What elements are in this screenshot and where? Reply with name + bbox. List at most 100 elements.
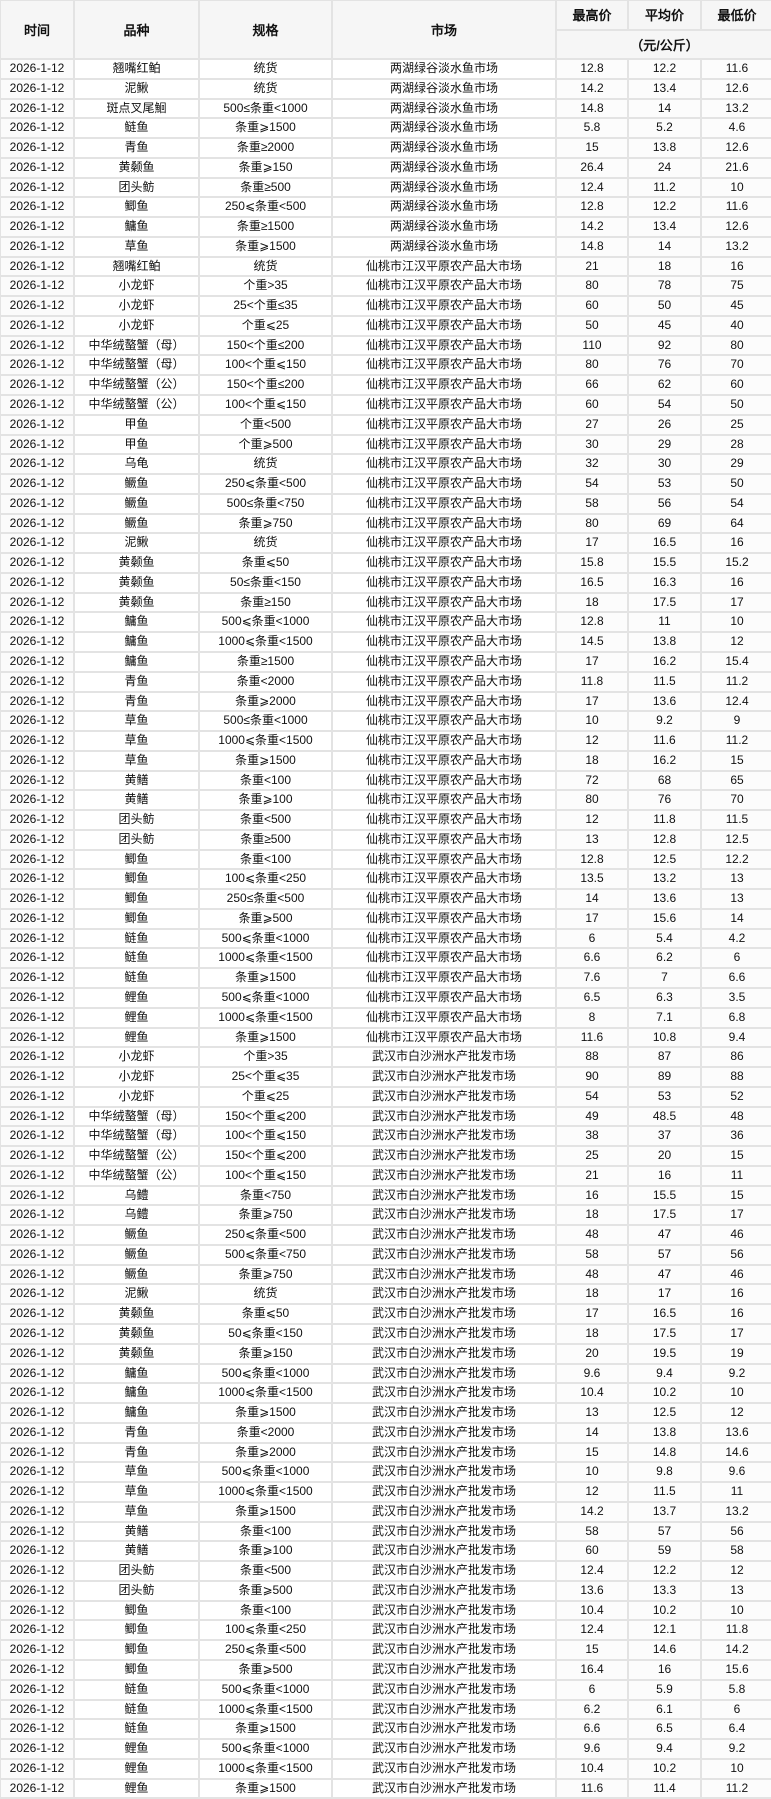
cell-avg-price: 18 — [629, 257, 700, 276]
cell-high-price: 12.4 — [557, 1562, 627, 1580]
cell-variety: 鳙鱼 — [75, 652, 198, 671]
cell-low-price: 21.6 — [702, 158, 771, 177]
cell-market: 两湖绿谷淡水鱼市场 — [333, 198, 555, 217]
cell-spec: 条重⩾150 — [200, 1344, 331, 1363]
table-row: 2026-1-12 乌鳢 条重<750 武汉市白沙洲水产批发市场 16 15.5 15 — [1, 1186, 771, 1205]
cell-variety: 青鱼 — [75, 139, 198, 157]
cell-date: 2026-1-12 — [1, 593, 73, 612]
cell-high-price: 17 — [557, 692, 627, 711]
cell-date: 2026-1-12 — [1, 1285, 73, 1304]
cell-market: 仙桃市江汉平原农产品大市场 — [333, 633, 555, 651]
cell-market: 武汉市白沙洲水产批发市场 — [333, 1641, 555, 1660]
cell-market: 仙桃市江汉平原农产品大市场 — [333, 376, 555, 395]
cell-market: 武汉市白沙洲水产批发市场 — [333, 1443, 555, 1462]
cell-date: 2026-1-12 — [1, 139, 73, 157]
cell-date: 2026-1-12 — [1, 1048, 73, 1067]
cell-low-price: 9.2 — [702, 1740, 771, 1758]
cell-spec: 条重⩾1500 — [200, 119, 331, 138]
cell-market: 两湖绿谷淡水鱼市场 — [333, 79, 555, 98]
table-row: 2026-1-12 草鱼 1000⩽条重<1500 仙桃市江汉平原农产品大市场 12 11… — [1, 732, 771, 750]
cell-date: 2026-1-12 — [1, 415, 73, 434]
cell-avg-price: 9.8 — [629, 1463, 700, 1482]
cell-market: 仙桃市江汉平原农产品大市场 — [333, 870, 555, 889]
cell-variety: 鲢鱼 — [75, 969, 198, 987]
cell-high-price: 17 — [557, 652, 627, 671]
cell-variety: 鳜鱼 — [75, 494, 198, 513]
cell-avg-price: 10.2 — [629, 1601, 700, 1620]
cell-avg-price: 30 — [629, 455, 700, 474]
table-row: 2026-1-12 中华绒螯蟹（母） 100<个重⩽150 武汉市白沙洲水产批发市场 3… — [1, 1127, 771, 1146]
cell-high-price: 12 — [557, 732, 627, 750]
cell-high-price: 6.2 — [557, 1700, 627, 1719]
cell-avg-price: 16 — [629, 1661, 700, 1679]
cell-spec: 条重<100 — [200, 1601, 331, 1620]
cell-high-price: 14.5 — [557, 633, 627, 651]
table-row: 2026-1-12 斑点叉尾鮰 500≤条重<1000 两湖绿谷淡水鱼市场 14.8 14… — [1, 99, 771, 118]
cell-low-price: 12.6 — [702, 139, 771, 157]
cell-low-price: 11.2 — [702, 672, 771, 691]
cell-avg-price: 9.2 — [629, 712, 700, 731]
cell-variety: 鲫鱼 — [75, 1601, 198, 1620]
cell-high-price: 14.8 — [557, 99, 627, 118]
cell-low-price: 6.6 — [702, 969, 771, 987]
cell-high-price: 18 — [557, 1285, 627, 1304]
table-row: 2026-1-12 鲤鱼 1000⩽条重<1500 武汉市白沙洲水产批发市场 10.4 1… — [1, 1759, 771, 1778]
cell-market: 武汉市白沙洲水产批发市场 — [333, 1700, 555, 1719]
cell-low-price: 12.6 — [702, 218, 771, 236]
header-low-price: 最低价 — [702, 1, 771, 29]
cell-date: 2026-1-12 — [1, 830, 73, 849]
cell-date: 2026-1-12 — [1, 1443, 73, 1462]
cell-low-price: 13.2 — [702, 237, 771, 256]
header-variety: 品种 — [75, 1, 198, 58]
cell-market: 仙桃市江汉平原农产品大市场 — [333, 514, 555, 533]
cell-avg-price: 12.5 — [629, 1404, 700, 1422]
cell-variety: 鲢鱼 — [75, 1700, 198, 1719]
cell-avg-price: 47 — [629, 1265, 700, 1284]
cell-low-price: 5.8 — [702, 1680, 771, 1699]
cell-market: 仙桃市江汉平原农产品大市场 — [333, 613, 555, 632]
cell-market: 武汉市白沙洲水产批发市场 — [333, 1542, 555, 1561]
table-row: 2026-1-12 泥鳅 统货 仙桃市江汉平原农产品大市场 17 16.5 16 — [1, 534, 771, 553]
cell-market: 武汉市白沙洲水产批发市场 — [333, 1621, 555, 1640]
cell-variety: 鲤鱼 — [75, 1028, 198, 1047]
cell-low-price: 13 — [702, 890, 771, 908]
table-row: 2026-1-12 鳜鱼 250⩽条重<500 仙桃市江汉平原农产品大市场 54 53 50 — [1, 475, 771, 493]
cell-avg-price: 11.8 — [629, 811, 700, 829]
cell-high-price: 17 — [557, 534, 627, 553]
cell-variety: 团头鲂 — [75, 830, 198, 849]
cell-market: 仙桃市江汉平原农产品大市场 — [333, 672, 555, 691]
cell-avg-price: 11.5 — [629, 1483, 700, 1501]
cell-market: 武汉市白沙洲水产批发市场 — [333, 1344, 555, 1363]
table-row: 2026-1-12 鲢鱼 1000⩽条重<1500 武汉市白沙洲水产批发市场 6.2 6.… — [1, 1700, 771, 1719]
cell-market: 仙桃市江汉平原农产品大市场 — [333, 732, 555, 750]
cell-low-price: 16 — [702, 1285, 771, 1304]
cell-avg-price: 15.5 — [629, 1186, 700, 1205]
table-row: 2026-1-12 青鱼 条重<2000 武汉市白沙洲水产批发市场 14 13.8 13.6 — [1, 1423, 771, 1442]
cell-avg-price: 12.1 — [629, 1621, 700, 1640]
cell-market: 仙桃市江汉平原农产品大市场 — [333, 751, 555, 770]
cell-avg-price: 62 — [629, 376, 700, 395]
cell-avg-price: 11.6 — [629, 732, 700, 750]
cell-date: 2026-1-12 — [1, 850, 73, 869]
cell-high-price: 6 — [557, 1680, 627, 1699]
cell-high-price: 58 — [557, 1522, 627, 1541]
cell-spec: 条重⩾750 — [200, 1265, 331, 1284]
cell-variety: 团头鲂 — [75, 178, 198, 197]
cell-low-price: 15 — [702, 751, 771, 770]
cell-low-price: 19 — [702, 1344, 771, 1363]
cell-variety: 草鱼 — [75, 237, 198, 256]
table-row: 2026-1-12 草鱼 500≤条重<1000 仙桃市江汉平原农产品大市场 10 9.2… — [1, 712, 771, 731]
cell-avg-price: 17.5 — [629, 1325, 700, 1343]
cell-low-price: 15.4 — [702, 652, 771, 671]
cell-high-price: 15 — [557, 1443, 627, 1462]
cell-low-price: 86 — [702, 1048, 771, 1067]
cell-low-price: 16 — [702, 1305, 771, 1323]
cell-variety: 草鱼 — [75, 751, 198, 770]
cell-variety: 小龙虾 — [75, 1048, 198, 1067]
cell-date: 2026-1-12 — [1, 613, 73, 632]
cell-market: 仙桃市江汉平原农产品大市场 — [333, 830, 555, 849]
table-row: 2026-1-12 团头鲂 条重≥500 仙桃市江汉平原农产品大市场 13 12.8 12.… — [1, 830, 771, 849]
cell-avg-price: 17.5 — [629, 593, 700, 612]
table-row: 2026-1-12 鳜鱼 250⩽条重<500 武汉市白沙洲水产批发市场 48 47 46 — [1, 1226, 771, 1244]
cell-spec: 150<个重≤200 — [200, 376, 331, 395]
